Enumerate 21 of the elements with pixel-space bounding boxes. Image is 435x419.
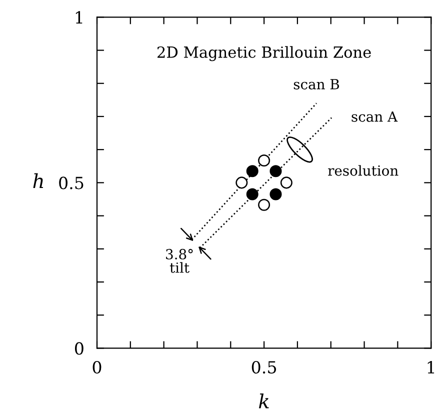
y-tick-label: 0 <box>75 342 84 355</box>
point <box>236 176 248 189</box>
point <box>270 165 282 178</box>
x-tick-label: 1 <box>428 360 434 374</box>
annotation: resolution <box>328 165 398 176</box>
text: 2D Magnetic Brillouin Zone <box>157 46 371 62</box>
point <box>280 176 292 189</box>
point <box>246 188 258 200</box>
annotation: 3.8° tilt <box>166 248 193 273</box>
x-tick-label: 0.5 <box>252 360 276 374</box>
y-axis-title: h <box>33 173 44 188</box>
annotation: scan B <box>294 79 340 90</box>
point <box>246 165 258 178</box>
y-tick-label: 1 <box>76 11 82 24</box>
y-tick-label: 0.5 <box>59 176 84 190</box>
point <box>258 198 270 211</box>
x-tick-label: 0 <box>92 360 102 374</box>
x-axis-title: k <box>258 393 269 408</box>
point <box>270 188 282 200</box>
annotation: scan A <box>352 112 398 122</box>
point <box>258 154 270 167</box>
